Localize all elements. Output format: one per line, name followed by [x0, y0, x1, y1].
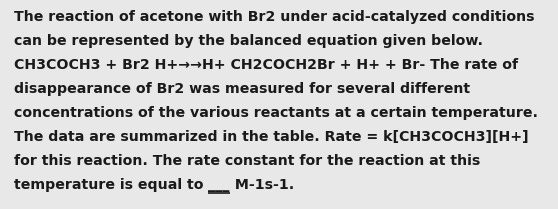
- Text: disappearance of Br2 was measured for several different: disappearance of Br2 was measured for se…: [14, 82, 470, 96]
- Text: ___: ___: [208, 178, 230, 192]
- Text: The data are summarized in the table. Rate = k[CH3COCH3][H+]: The data are summarized in the table. Ra…: [14, 130, 528, 144]
- Text: can be represented by the balanced equation given below.: can be represented by the balanced equat…: [14, 34, 483, 48]
- Text: M-1s-1.: M-1s-1.: [230, 178, 294, 192]
- Text: temperature is equal to: temperature is equal to: [14, 178, 208, 192]
- Text: The reaction of acetone with Br2 under acid-catalyzed conditions: The reaction of acetone with Br2 under a…: [14, 10, 535, 24]
- Text: concentrations of the various reactants at a certain temperature.: concentrations of the various reactants …: [14, 106, 538, 120]
- Text: for this reaction. The rate constant for the reaction at this: for this reaction. The rate constant for…: [14, 154, 480, 168]
- Text: CH3COCH3 + Br2 H+→→H+ CH2COCH2Br + H+ + Br- The rate of: CH3COCH3 + Br2 H+→→H+ CH2COCH2Br + H+ + …: [14, 58, 518, 72]
